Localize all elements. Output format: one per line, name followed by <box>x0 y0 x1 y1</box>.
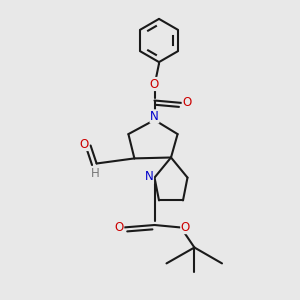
Text: O: O <box>181 220 190 234</box>
Text: O: O <box>115 220 124 234</box>
Text: O: O <box>150 77 159 91</box>
Text: N: N <box>145 170 154 184</box>
Text: H: H <box>91 167 100 180</box>
Text: O: O <box>80 137 88 151</box>
Text: N: N <box>150 110 159 123</box>
Text: O: O <box>182 96 191 110</box>
